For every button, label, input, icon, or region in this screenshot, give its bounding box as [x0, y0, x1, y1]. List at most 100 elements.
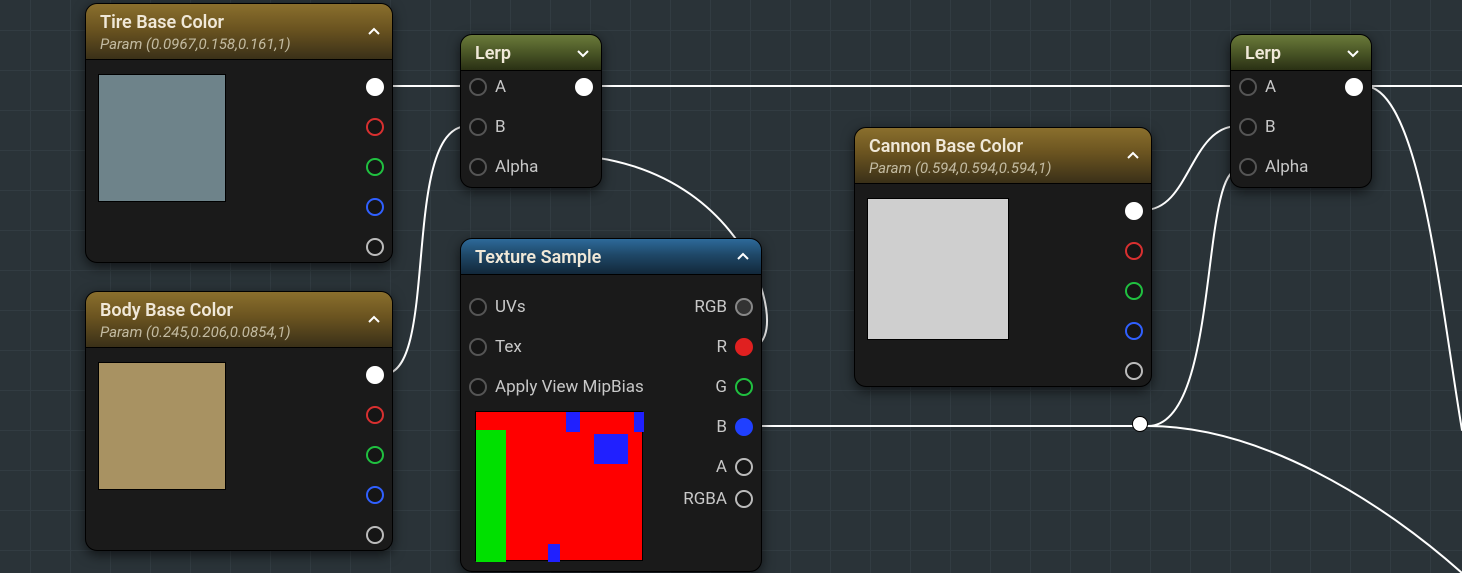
- output-pin-2[interactable]: [1125, 278, 1143, 304]
- output-pin-1[interactable]: [366, 114, 384, 140]
- node-subtitle: Param (0.594,0.594,0.594,1): [869, 159, 1137, 177]
- output-pin-r[interactable]: R: [717, 334, 753, 360]
- node-header[interactable]: Texture Sample: [461, 239, 761, 275]
- pin-label: A: [1265, 77, 1276, 97]
- pin-socket-icon[interactable]: [1125, 362, 1143, 380]
- output-pin-4[interactable]: [366, 522, 384, 548]
- pin-socket-icon[interactable]: [575, 78, 593, 96]
- input-pin-alpha[interactable]: Alpha: [469, 154, 538, 180]
- chevron-down-icon[interactable]: [575, 45, 591, 61]
- texture-preview[interactable]: [475, 411, 643, 561]
- chevron-down-icon[interactable]: [1345, 45, 1361, 61]
- pin-socket-icon[interactable]: [1239, 158, 1257, 176]
- output-pin[interactable]: [1345, 74, 1363, 100]
- output-pin-3[interactable]: [366, 194, 384, 220]
- pin-socket-icon[interactable]: [735, 418, 753, 436]
- pin-label: A: [495, 77, 506, 97]
- node-texture-sample[interactable]: Texture Sample UVs Tex Apply View MipBias R…: [460, 238, 762, 572]
- pin-label: Alpha: [495, 157, 538, 177]
- pin-socket-icon[interactable]: [366, 238, 384, 256]
- pin-socket-icon[interactable]: [366, 198, 384, 216]
- output-pin-3[interactable]: [1125, 318, 1143, 344]
- pin-socket-icon[interactable]: [469, 338, 487, 356]
- pin-socket-icon[interactable]: [366, 158, 384, 176]
- pin-socket-icon[interactable]: [469, 118, 487, 136]
- pin-socket-icon[interactable]: [1345, 78, 1363, 96]
- pin-socket-icon[interactable]: [1125, 242, 1143, 260]
- input-pin-a[interactable]: A: [1239, 74, 1276, 100]
- node-header[interactable]: Body Base Color Param (0.245,0.206,0.085…: [86, 292, 392, 348]
- pin-label: RGB: [694, 297, 727, 317]
- pin-socket-icon[interactable]: [1239, 78, 1257, 96]
- input-pin-a[interactable]: A: [469, 74, 506, 100]
- node-title: Body Base Color: [100, 300, 378, 321]
- output-pin-2[interactable]: [366, 442, 384, 468]
- chevron-up-icon[interactable]: [366, 312, 382, 328]
- pin-socket-icon[interactable]: [735, 378, 753, 396]
- chevron-up-icon[interactable]: [735, 249, 751, 265]
- pin-socket-icon[interactable]: [366, 446, 384, 464]
- pin-label: G: [715, 377, 727, 397]
- node-header[interactable]: Lerp: [1231, 35, 1371, 71]
- output-pin-g[interactable]: G: [715, 374, 753, 400]
- pin-socket-icon[interactable]: [1239, 118, 1257, 136]
- output-pin-4[interactable]: [1125, 358, 1143, 384]
- pin-socket-icon[interactable]: [1125, 322, 1143, 340]
- pin-socket-icon[interactable]: [735, 490, 753, 508]
- input-pin-apply-view-mipbias[interactable]: Apply View MipBias: [469, 374, 644, 400]
- pin-label: Tex: [495, 337, 522, 357]
- pin-socket-icon[interactable]: [469, 158, 487, 176]
- pin-socket-icon[interactable]: [366, 366, 384, 384]
- output-pin-0[interactable]: [366, 362, 384, 388]
- input-pin-uvs[interactable]: UVs: [469, 294, 526, 320]
- output-pin-rgb[interactable]: RGB: [694, 294, 753, 320]
- node-body-base-color[interactable]: Body Base Color Param (0.245,0.206,0.085…: [85, 291, 393, 551]
- chevron-up-icon[interactable]: [366, 24, 382, 40]
- output-pin-0[interactable]: [1125, 198, 1143, 224]
- pin-socket-icon[interactable]: [735, 338, 753, 356]
- pin-socket-icon[interactable]: [366, 486, 384, 504]
- output-pin-1[interactable]: [366, 402, 384, 428]
- chevron-up-icon[interactable]: [1125, 148, 1141, 164]
- pin-label: UVs: [495, 297, 526, 317]
- output-pin[interactable]: [575, 74, 593, 100]
- pin-label: RGBA: [683, 489, 727, 509]
- reroute-node[interactable]: [1132, 416, 1148, 432]
- output-pin-0[interactable]: [366, 74, 384, 100]
- node-tire-base-color[interactable]: Tire Base Color Param (0.0967,0.158,0.16…: [85, 3, 393, 263]
- output-pin-4[interactable]: [366, 234, 384, 260]
- output-pin-2[interactable]: [366, 154, 384, 180]
- input-pin-b[interactable]: B: [1239, 114, 1276, 140]
- input-pin-b[interactable]: B: [469, 114, 506, 140]
- pin-socket-icon[interactable]: [1125, 202, 1143, 220]
- node-title: Cannon Base Color: [869, 136, 1137, 157]
- input-pin-tex[interactable]: Tex: [469, 334, 522, 360]
- pin-label: R: [717, 337, 727, 357]
- node-header[interactable]: Lerp: [461, 35, 601, 71]
- pin-socket-icon[interactable]: [735, 458, 753, 476]
- pin-socket-icon[interactable]: [469, 298, 487, 316]
- output-pin-1[interactable]: [1125, 238, 1143, 264]
- pin-socket-icon[interactable]: [1125, 282, 1143, 300]
- output-pin-a[interactable]: A: [716, 454, 753, 480]
- color-swatch[interactable]: [867, 198, 1009, 340]
- node-cannon-base-color[interactable]: Cannon Base Color Param (0.594,0.594,0.5…: [854, 127, 1152, 387]
- output-pin-rgba[interactable]: RGBA: [683, 486, 753, 512]
- node-lerp-2[interactable]: Lerp AB Alpha: [1230, 34, 1372, 188]
- node-title: Tire Base Color: [100, 12, 378, 33]
- node-lerp-1[interactable]: Lerp AB Alpha: [460, 34, 602, 188]
- pin-socket-icon[interactable]: [366, 526, 384, 544]
- node-header[interactable]: Cannon Base Color Param (0.594,0.594,0.5…: [855, 128, 1151, 184]
- color-swatch[interactable]: [98, 362, 226, 490]
- pin-socket-icon[interactable]: [469, 378, 487, 396]
- pin-socket-icon[interactable]: [366, 406, 384, 424]
- input-pin-alpha[interactable]: Alpha: [1239, 154, 1308, 180]
- pin-socket-icon[interactable]: [469, 78, 487, 96]
- node-header[interactable]: Tire Base Color Param (0.0967,0.158,0.16…: [86, 4, 392, 60]
- pin-socket-icon[interactable]: [366, 78, 384, 96]
- pin-socket-icon[interactable]: [366, 118, 384, 136]
- output-pin-3[interactable]: [366, 482, 384, 508]
- color-swatch[interactable]: [98, 74, 226, 202]
- output-pin-b[interactable]: B: [716, 414, 753, 440]
- pin-socket-icon[interactable]: [735, 298, 753, 316]
